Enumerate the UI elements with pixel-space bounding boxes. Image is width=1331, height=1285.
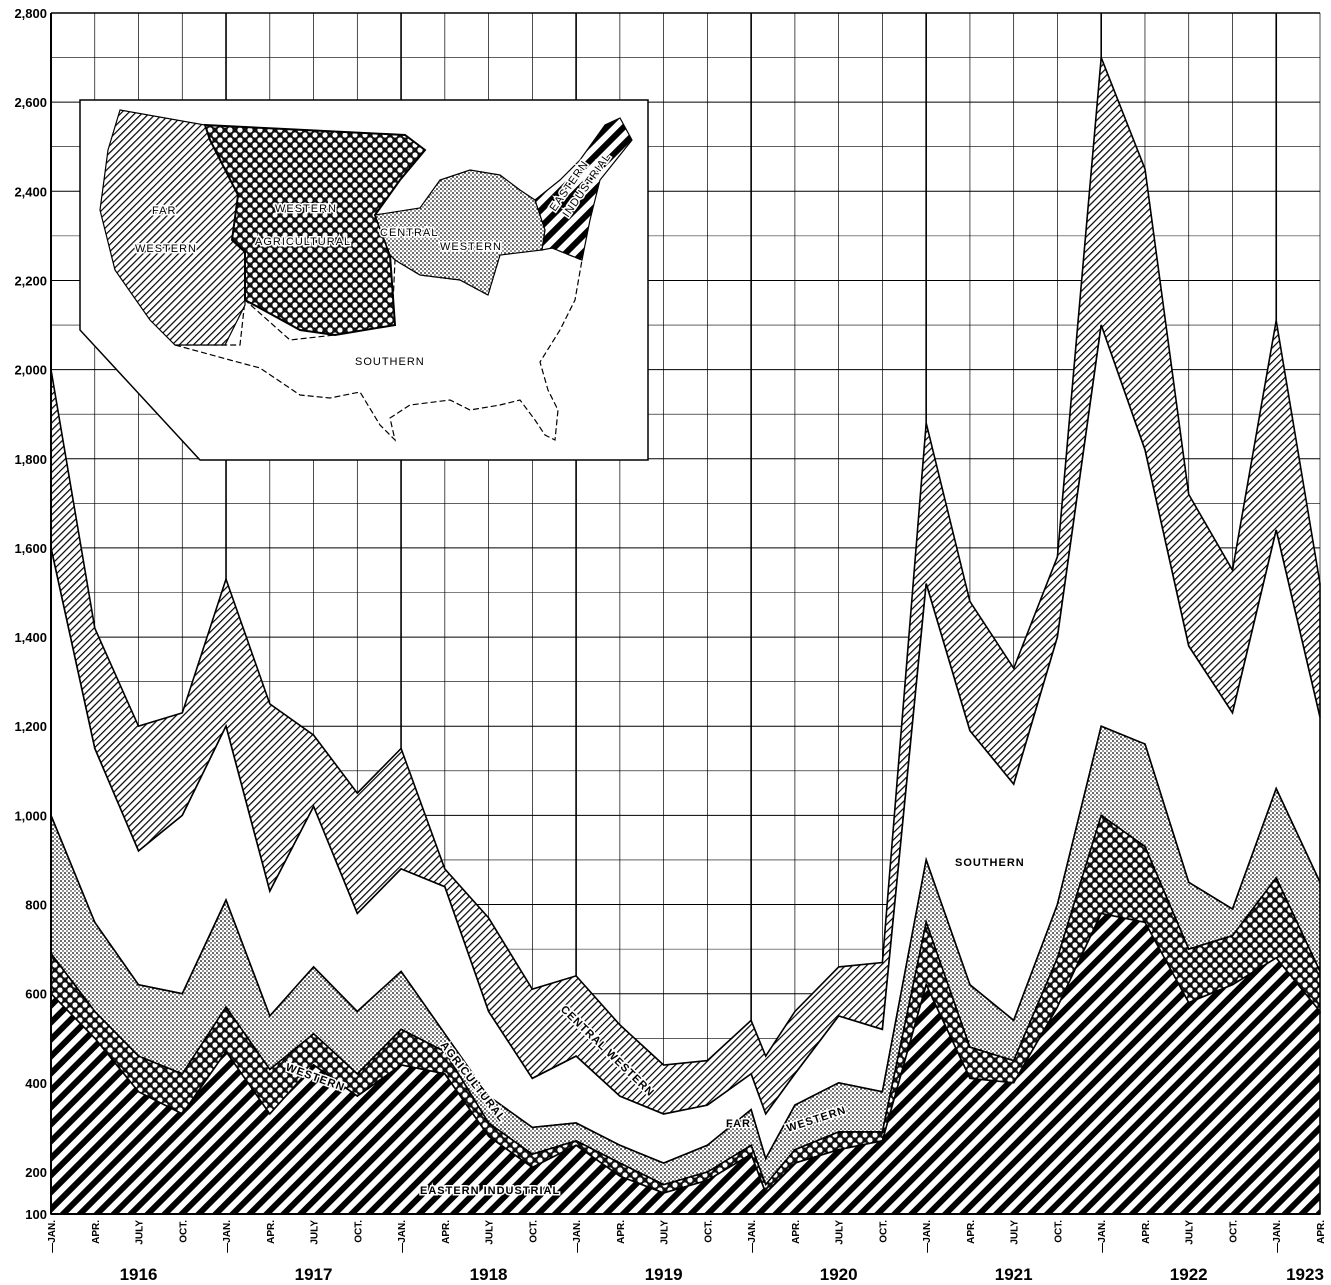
x-tick-label: —JAN. [1097, 1220, 1108, 1253]
y-tick-label: 2,000 [14, 363, 47, 378]
y-tick-label: 600 [25, 987, 47, 1002]
year-label: 1916 [120, 1265, 158, 1284]
y-tick-label: 100 [25, 1207, 47, 1222]
x-tick-label: —JAN. [397, 1220, 408, 1253]
x-tick-label: JULY [835, 1220, 846, 1245]
year-label: 1919 [645, 1265, 683, 1284]
x-tick-label: APR. [441, 1220, 452, 1244]
y-tick-label: 1,600 [14, 541, 47, 556]
map-label-far-western-2: WESTERN [135, 243, 197, 255]
y-tick-label: 1,200 [14, 719, 47, 734]
x-tick-label: JULY [1185, 1220, 1196, 1245]
map-region-southern [174, 247, 583, 442]
x-tick-label: OCT. [703, 1220, 714, 1243]
area-series [50, 57, 1321, 1215]
x-tick-label: APR. [791, 1220, 802, 1244]
year-label: 1920 [820, 1265, 858, 1284]
year-label: 1922 [1170, 1265, 1208, 1284]
band-label-far: FAR [726, 1118, 751, 1130]
y-tick-label: 2,400 [14, 184, 47, 199]
y-tick-label: 1,400 [14, 630, 47, 645]
y-tick-label: 800 [25, 898, 47, 913]
x-tick-label: JULY [485, 1220, 496, 1245]
axes: 100 200 400 600 800 1,000 1,200 1,400 1,600 1,800… [14, 6, 1327, 1284]
year-label: 1918 [470, 1265, 508, 1284]
x-tick-label: OCT. [1229, 1220, 1240, 1243]
y-tick-label: 1,000 [14, 808, 47, 823]
x-tick-label: —JAN. [222, 1220, 233, 1253]
x-tick-label: —JAN. [1272, 1220, 1283, 1253]
band-label-southern: SOUTHERN [955, 857, 1025, 869]
x-tick-label: OCT. [353, 1220, 364, 1243]
x-tick-label: APR. [616, 1220, 627, 1244]
x-tick-label: OCT. [878, 1220, 889, 1243]
x-tick-label: JULY [1010, 1220, 1021, 1245]
map-region-eastern-industrial [534, 117, 633, 261]
year-label: 1923 [1286, 1265, 1324, 1284]
y-tick-label: 2,200 [14, 273, 47, 288]
inset-map: FAR WESTERN WESTERN AGRICULTURAL CENTRAL… [79, 99, 649, 461]
x-tick-label: APR. [91, 1220, 102, 1244]
year-label: 1917 [295, 1265, 333, 1284]
y-tick-label: 2,800 [14, 6, 47, 21]
x-tick-label: —JAN. [572, 1220, 583, 1253]
x-tick-label: —JAN. [747, 1220, 758, 1253]
y-tick-label: 2,600 [14, 95, 47, 110]
y-tick-label: 200 [25, 1165, 47, 1180]
map-label-southern: SOUTHERN [355, 356, 425, 368]
x-tick-label: OCT. [528, 1220, 539, 1243]
band-label-eastern-industrial: EASTERN INDUSTRIAL [420, 1185, 560, 1197]
map-label-central-western-2: WESTERN [440, 241, 502, 253]
x-tick-label: OCT. [1053, 1220, 1064, 1243]
map-label-western-agricultural-1: WESTERN [275, 203, 337, 215]
x-tick-label: —JAN. [47, 1220, 58, 1253]
y-tick-label: 1,800 [14, 452, 47, 467]
map-label-western-agricultural-2: AGRICULTURAL [255, 236, 351, 248]
y-tick-label: 400 [25, 1076, 47, 1091]
x-tick-label: APR. [966, 1220, 977, 1244]
x-tick-label: JULY [660, 1220, 671, 1245]
map-label-far-western-1: FAR [152, 205, 176, 217]
x-tick-label: —JAN. [922, 1220, 933, 1253]
map-region-western-agricultural [203, 123, 427, 337]
x-tick-label: APR. [1141, 1220, 1152, 1244]
x-tick-label: JULY [135, 1220, 146, 1245]
map-label-central-western-1: CENTRAL [380, 227, 438, 239]
x-tick-label: OCT. [178, 1220, 189, 1243]
x-tick-label: APR. [266, 1220, 277, 1244]
x-tick-label: JULY [310, 1220, 321, 1245]
area-eastern-industrial [50, 912, 1321, 1215]
year-label: 1921 [995, 1265, 1033, 1284]
x-tick-label: APR. [1316, 1220, 1327, 1244]
